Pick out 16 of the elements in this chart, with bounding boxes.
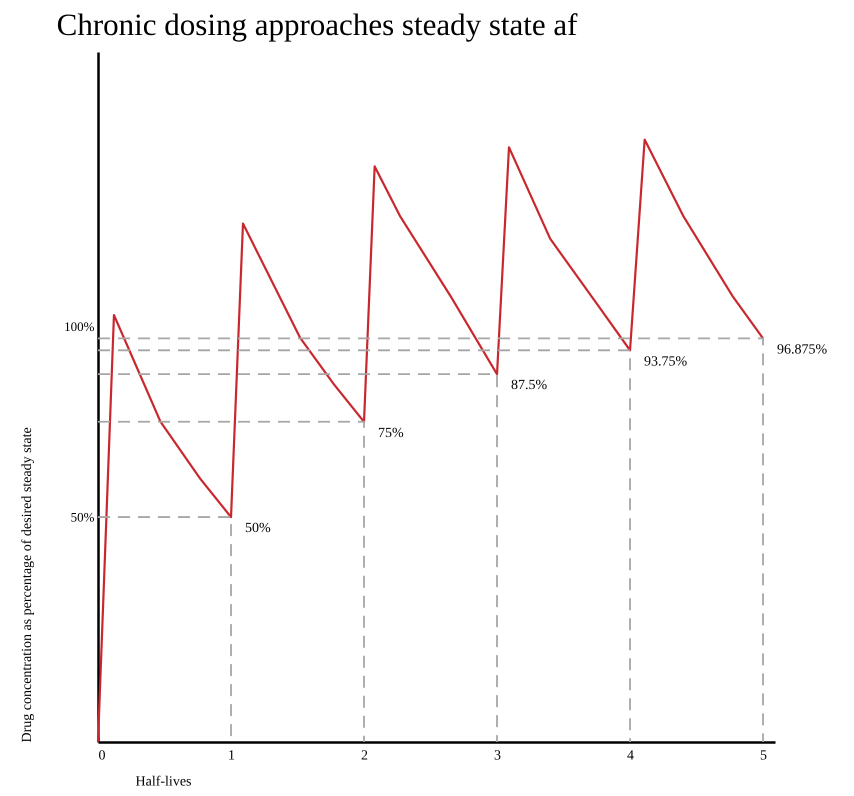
y-axis-title: Drug concentration as percentage of desired steady state (20, 427, 36, 742)
x-tick-label: 4 (627, 748, 634, 764)
y-tick-label: 100% (64, 318, 95, 334)
annotation: 50% (245, 521, 272, 536)
chart-title: Chronic dosing approaches steady state af (56, 7, 578, 42)
annotation: 93.75% (644, 354, 688, 370)
annotation: 75% (378, 426, 404, 441)
annotation: 87.5% (511, 378, 548, 394)
annotation: 96.875% (777, 342, 828, 358)
x-tick-label: 0 (98, 748, 106, 764)
x-tick-label: 5 (760, 748, 768, 764)
x-tick-label: 1 (228, 748, 236, 764)
line-series (96, 138, 764, 744)
x-tick-label: 2 (361, 748, 368, 764)
x-axis-title: Half-lives (136, 774, 192, 790)
x-tick-label: 3 (494, 748, 502, 764)
